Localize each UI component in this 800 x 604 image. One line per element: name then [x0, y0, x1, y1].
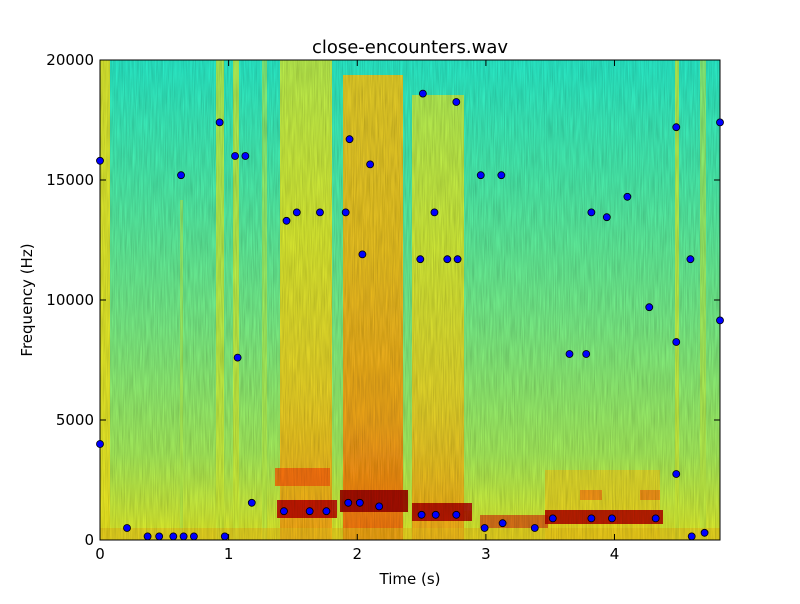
peak-point — [443, 255, 452, 264]
peak-point — [497, 171, 506, 180]
peak-point — [358, 250, 367, 259]
peak-point — [565, 350, 574, 358]
peak-point — [530, 524, 539, 532]
peak-point — [672, 123, 681, 132]
x-tick-label: 4 — [610, 545, 620, 563]
peak-point — [418, 89, 427, 98]
peak-point — [241, 152, 250, 160]
peak-point — [453, 255, 462, 264]
peak-point — [716, 316, 724, 325]
peak-point — [215, 118, 224, 127]
peak-point — [155, 532, 164, 541]
peak-point — [282, 216, 291, 225]
peak-point — [322, 507, 331, 516]
x-axis-label: Time (s) — [379, 570, 441, 588]
peak-point — [179, 532, 188, 541]
peak-points — [96, 89, 724, 541]
x-axis-ticks: 0 1 2 3 4 — [95, 60, 619, 563]
peak-point — [498, 519, 507, 528]
peak-point — [247, 498, 256, 507]
peak-point — [355, 498, 364, 507]
peak-point — [623, 192, 632, 201]
peak-point — [452, 98, 461, 106]
y-tick-label: 15000 — [46, 171, 94, 189]
chart-title: close-encounters.wav — [312, 37, 508, 58]
peak-point — [417, 510, 426, 519]
peak-point — [316, 208, 324, 217]
x-tick-label: 2 — [352, 545, 362, 563]
peak-point — [480, 524, 489, 532]
peak-point — [96, 440, 104, 448]
peak-point — [305, 507, 314, 516]
peak-point — [375, 502, 384, 511]
peak-point — [220, 532, 229, 541]
peak-point — [608, 514, 616, 523]
peak-point — [344, 498, 353, 507]
peak-point — [280, 507, 288, 516]
y-axis-label: Frequency (Hz) — [18, 243, 36, 356]
x-tick-label: 1 — [224, 545, 234, 563]
x-tick-label: 3 — [481, 545, 491, 563]
peak-point — [651, 514, 660, 523]
peak-point — [431, 510, 440, 519]
spectrogram-image — [100, 60, 720, 540]
peak-point — [177, 171, 185, 180]
peak-point — [231, 152, 239, 160]
peak-point — [686, 255, 695, 264]
peak-point — [430, 208, 439, 217]
peak-point — [602, 213, 611, 222]
y-axis-ticks: 0 5000 10000 15000 20000 — [46, 51, 720, 549]
peak-point — [587, 514, 596, 523]
peak-point — [687, 532, 696, 541]
peak-point — [645, 303, 654, 312]
peak-point — [476, 171, 485, 180]
peak-point — [143, 532, 152, 541]
peak-point — [548, 514, 557, 523]
peak-point — [341, 208, 350, 217]
peak-point — [587, 208, 596, 217]
peak-point — [123, 524, 131, 532]
peak-point — [416, 255, 425, 264]
y-tick-label: 10000 — [46, 291, 94, 309]
peak-point — [233, 353, 242, 362]
peak-point — [582, 350, 591, 358]
y-tick-label: 20000 — [46, 51, 94, 69]
x-tick-label: 0 — [95, 545, 105, 563]
peak-point — [292, 208, 301, 217]
peak-point — [716, 118, 724, 127]
y-tick-label: 0 — [84, 531, 94, 549]
peak-point — [672, 470, 681, 478]
peak-point — [190, 532, 198, 541]
peak-point — [366, 160, 375, 169]
peak-point — [96, 156, 104, 165]
peak-point — [452, 510, 461, 519]
peak-point — [345, 135, 354, 144]
y-tick-label: 5000 — [56, 411, 94, 429]
peak-point — [672, 338, 681, 346]
peak-point — [700, 528, 709, 537]
peak-point — [169, 532, 178, 541]
